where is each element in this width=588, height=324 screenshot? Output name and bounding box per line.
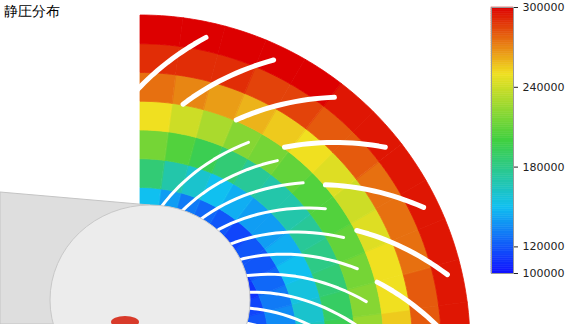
svg-text:300000: 300000 [523, 1, 565, 14]
html-text:静圧分布: 静圧分布 [4, 3, 60, 19]
svg-text:100000: 100000 [523, 267, 565, 280]
svg-text:120000: 120000 [523, 240, 565, 253]
svg-text:240000: 240000 [523, 81, 565, 94]
svg-text:180000: 180000 [523, 161, 565, 174]
